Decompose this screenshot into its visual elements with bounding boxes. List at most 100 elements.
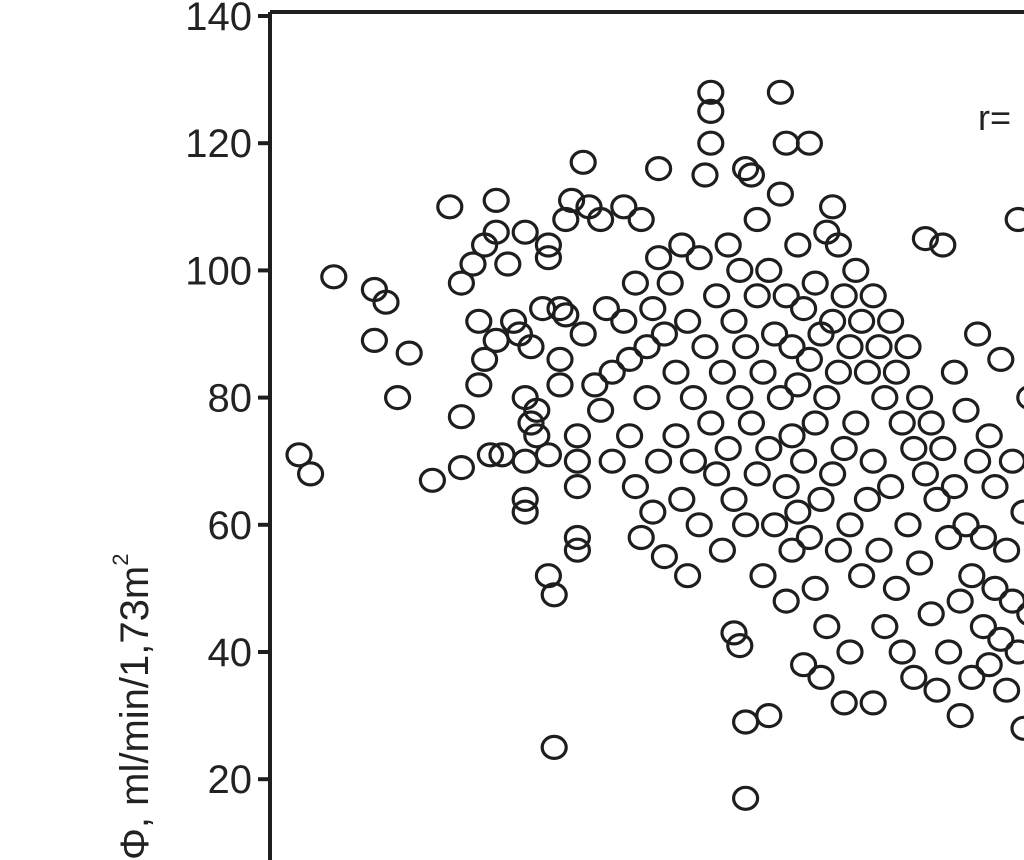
data-point	[969, 524, 998, 551]
data-point	[778, 334, 806, 360]
data-point	[981, 575, 1009, 602]
data-point	[818, 461, 847, 487]
data-point	[836, 512, 864, 538]
data-point	[755, 257, 783, 283]
data-point	[958, 664, 986, 691]
data-point	[482, 327, 510, 353]
data-point	[784, 499, 812, 525]
y-ticks: 140 120 100 80 60 40 20	[185, 0, 270, 802]
data-point	[702, 461, 731, 487]
data-point	[534, 232, 563, 258]
data-point	[795, 524, 824, 551]
data-point	[482, 219, 510, 245]
data-point	[459, 251, 487, 277]
data-point	[702, 283, 731, 309]
data-point	[859, 283, 887, 309]
data-point	[940, 474, 969, 500]
data-point	[563, 448, 592, 474]
data-point	[644, 156, 673, 182]
data-point	[540, 582, 568, 608]
data-point	[546, 372, 574, 398]
y-tick-label-40: 40	[208, 631, 253, 675]
data-point	[859, 690, 887, 716]
y-axis-label-text: Φ, ml/min/1,73m	[113, 566, 157, 860]
data-point	[615, 423, 644, 449]
data-point	[691, 334, 719, 360]
data-point	[673, 563, 702, 589]
data-point	[708, 537, 737, 563]
data-point	[975, 423, 1003, 449]
data-point	[969, 613, 998, 640]
data-point	[569, 321, 597, 347]
data-point	[517, 334, 545, 360]
data-point	[766, 79, 795, 105]
y-tick-label-20: 20	[208, 758, 253, 802]
data-point	[917, 601, 945, 627]
data-point	[853, 486, 882, 512]
data-point	[436, 194, 464, 220]
data-point	[662, 359, 690, 385]
data-point	[923, 677, 951, 703]
data-point	[639, 499, 667, 525]
data-point	[644, 245, 673, 271]
data-point	[795, 130, 824, 156]
data-point	[586, 206, 615, 233]
data-point	[697, 410, 725, 436]
data-point	[586, 397, 615, 423]
data-point	[847, 308, 876, 334]
data-point	[743, 283, 771, 309]
data-point	[836, 639, 864, 665]
data-point	[621, 270, 650, 296]
data-point	[992, 537, 1021, 563]
data-point	[598, 448, 626, 474]
data-point	[813, 613, 841, 640]
data-point	[801, 575, 829, 602]
y-tick-label-120: 120	[185, 122, 252, 166]
data-point	[934, 639, 963, 665]
data-point	[633, 334, 661, 360]
data-point	[610, 308, 638, 334]
data-point	[836, 334, 864, 360]
data-point	[929, 232, 957, 258]
data-point	[627, 206, 655, 233]
data-point	[563, 423, 592, 449]
data-point	[465, 308, 493, 334]
data-point	[952, 512, 980, 538]
data-point	[824, 359, 853, 385]
data-point	[1004, 639, 1024, 665]
data-point	[778, 423, 806, 449]
y-tick-label-100: 100	[185, 249, 252, 293]
data-point	[418, 467, 446, 493]
data-point	[958, 563, 986, 589]
data-point	[697, 130, 725, 156]
data-point	[749, 563, 777, 589]
data-point	[789, 652, 818, 678]
data-point	[865, 334, 893, 360]
data-point	[760, 321, 789, 347]
data-point	[691, 162, 719, 188]
data-point	[1010, 499, 1024, 525]
data-point	[726, 385, 754, 411]
data-point	[563, 537, 592, 563]
y-axis-label: Φ, ml/min/1,73m2	[108, 554, 157, 860]
data-point	[447, 404, 475, 430]
data-point	[297, 461, 325, 487]
data-point	[731, 156, 760, 182]
data-point	[772, 283, 800, 309]
data-point	[697, 98, 725, 125]
data-point	[911, 461, 940, 487]
data-point	[552, 302, 580, 328]
data-point	[824, 232, 853, 258]
data-point	[679, 448, 708, 474]
y-tick-label-140: 140	[185, 0, 252, 39]
data-point	[755, 702, 783, 729]
data-point	[905, 385, 934, 411]
data-point	[871, 613, 899, 640]
data-point	[801, 410, 829, 436]
data-point	[963, 321, 992, 347]
data-point	[581, 372, 609, 398]
data-point	[847, 563, 876, 589]
data-point	[1016, 386, 1024, 409]
data-point	[523, 423, 551, 449]
y-tick-label-80: 80	[208, 377, 253, 421]
